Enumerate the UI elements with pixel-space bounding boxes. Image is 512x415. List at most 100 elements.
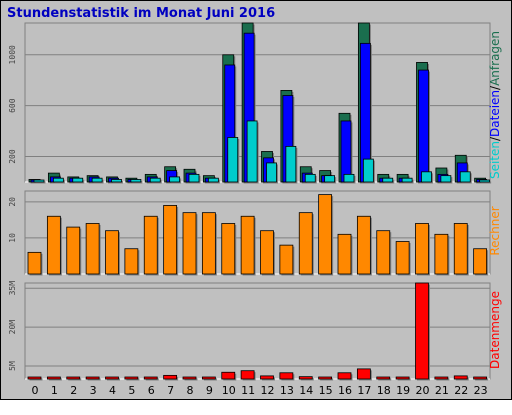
bar-seiten — [421, 171, 432, 183]
bar-datenmenge-shadow — [107, 378, 120, 381]
bar-datenmenge — [124, 376, 139, 380]
bar-seiten — [169, 176, 181, 183]
bar-seiten — [362, 158, 374, 183]
bar-datenmenge — [376, 376, 391, 380]
bar-rechner — [163, 205, 178, 275]
x-tick-label: 13 — [280, 384, 294, 397]
x-tick-label: 2 — [70, 384, 77, 397]
bar-rechner — [221, 223, 236, 275]
bar-rechner — [318, 194, 333, 275]
x-tick-label: 0 — [32, 384, 39, 397]
bar-datenmenge — [27, 376, 42, 380]
legend-dateien: Dateien — [488, 89, 502, 137]
bar-rechner — [201, 212, 216, 275]
bar-datenmenge — [434, 376, 449, 380]
bar-rechner — [356, 215, 371, 275]
bar-seiten — [246, 120, 258, 183]
bar-datenmenge — [201, 376, 216, 380]
x-tick-label: 6 — [148, 384, 155, 397]
bar-seiten — [266, 162, 277, 183]
bar-rechner — [376, 230, 391, 275]
bar-seiten — [72, 177, 84, 183]
bar-rechner — [143, 215, 158, 275]
bar-rechner — [260, 230, 274, 275]
bar-datenmenge — [260, 375, 274, 380]
x-tick-label: 1 — [51, 384, 58, 397]
bar-datenmenge — [337, 372, 352, 380]
bar-datenmenge — [221, 371, 236, 380]
bar-seiten — [188, 173, 200, 183]
x-tick-label: 20 — [416, 384, 430, 397]
bar-datenmenge-shadow — [184, 378, 198, 381]
bar-rechner — [105, 230, 119, 275]
bar-seiten — [91, 177, 103, 183]
x-tick-label: 4 — [109, 384, 116, 397]
bar-datenmenge-shadow — [397, 378, 411, 381]
chart-frame: Stundenstatistik im Monat Juni 2016 200 6… — [0, 0, 512, 400]
bar-datenmenge — [105, 376, 119, 380]
bar-rechner — [337, 233, 352, 275]
legend-slash: / — [488, 85, 502, 90]
bar-seiten — [207, 177, 219, 183]
y-tick-label: 20M — [8, 320, 17, 335]
bar-datenmenge — [46, 376, 61, 380]
bar-datenmenge — [415, 282, 429, 380]
panel-2-background — [24, 282, 491, 380]
x-tick-label: 23 — [474, 384, 488, 397]
bar-datenmenge-shadow — [378, 378, 392, 381]
bar-rechner — [298, 212, 313, 275]
bar-datenmenge-shadow — [436, 378, 450, 381]
x-tick-label: 11 — [241, 384, 255, 397]
x-tick-label: 17 — [357, 384, 371, 397]
bar-datenmenge — [66, 376, 81, 380]
bar-rechner — [66, 226, 81, 275]
bar-datenmenge — [143, 376, 158, 380]
bar-seiten-shadow — [35, 181, 46, 184]
bar-datenmenge-shadow — [29, 378, 43, 381]
x-tick-label: 3 — [90, 384, 97, 397]
y-tick-label: 1000 — [8, 45, 17, 64]
bar-rechner — [46, 215, 61, 275]
x-tick-label: 21 — [435, 384, 449, 397]
y-tick-label: 600 — [8, 98, 17, 113]
bar-datenmenge-shadow — [203, 378, 217, 381]
x-tick-label: 8 — [187, 384, 194, 397]
y-tick-label: 35M — [8, 281, 17, 296]
x-tick-label: 15 — [319, 384, 333, 397]
bar-seiten — [130, 179, 142, 183]
bar-datenmenge — [453, 375, 468, 380]
bar-seiten — [401, 177, 413, 183]
bar-seiten — [149, 177, 161, 183]
bar-seiten — [343, 173, 355, 183]
bar-datenmenge — [240, 370, 255, 380]
bar-datenmenge-shadow — [68, 378, 82, 381]
bar-datenmenge — [298, 376, 313, 380]
bar-seiten — [33, 179, 45, 183]
y-tick-label: 200 — [8, 149, 17, 164]
legend-anfragen: Anfragen — [488, 30, 502, 86]
bar-datenmenge-shadow — [145, 378, 159, 381]
x-tick-label: 18 — [377, 384, 391, 397]
bar-rechner — [279, 244, 294, 275]
bar-rechner — [473, 248, 488, 275]
bar-seiten — [111, 179, 122, 183]
bar-rechner — [124, 248, 139, 275]
x-tick-label: 16 — [338, 384, 352, 397]
x-tick-label: 7 — [167, 384, 174, 397]
bar-seiten — [382, 177, 394, 183]
y-tick-label: 10 — [8, 233, 17, 243]
bar-rechner — [395, 241, 410, 275]
bar-seiten — [440, 175, 452, 183]
bar-datenmenge — [85, 376, 100, 380]
x-tick-label: 10 — [222, 384, 236, 397]
y-tick-label: 20 — [8, 197, 17, 207]
x-tick-label: 9 — [206, 384, 213, 397]
bar-dateien — [340, 120, 352, 183]
bar-seiten — [324, 175, 336, 183]
bar-datenmenge — [356, 368, 371, 380]
bar-seiten — [227, 137, 239, 183]
legend-datenmenge: Datenmenge — [488, 291, 502, 369]
bar-dateien — [418, 69, 429, 183]
bar-datenmenge — [318, 376, 333, 380]
